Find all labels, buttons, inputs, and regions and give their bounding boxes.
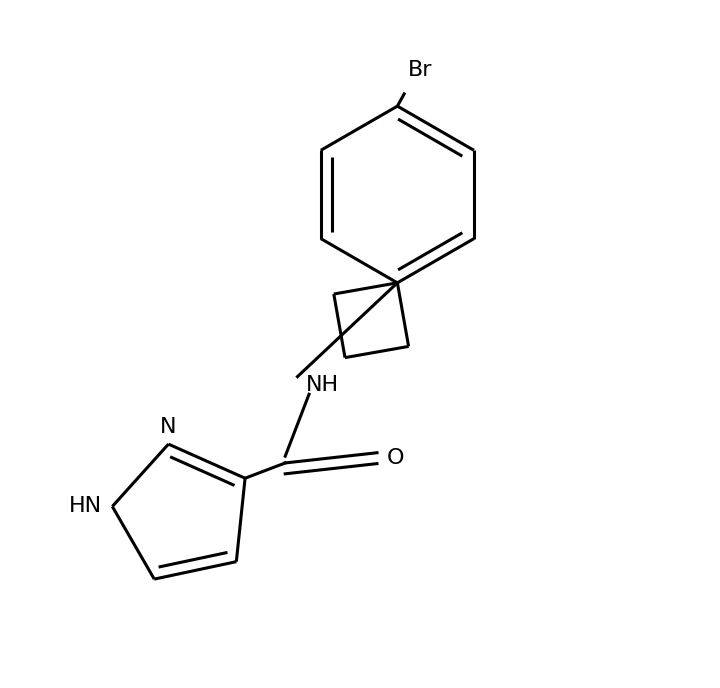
Text: N: N [160, 418, 176, 438]
Text: Br: Br [408, 61, 432, 80]
Text: NH: NH [305, 375, 338, 395]
Text: O: O [387, 448, 405, 469]
Text: HN: HN [69, 497, 102, 517]
